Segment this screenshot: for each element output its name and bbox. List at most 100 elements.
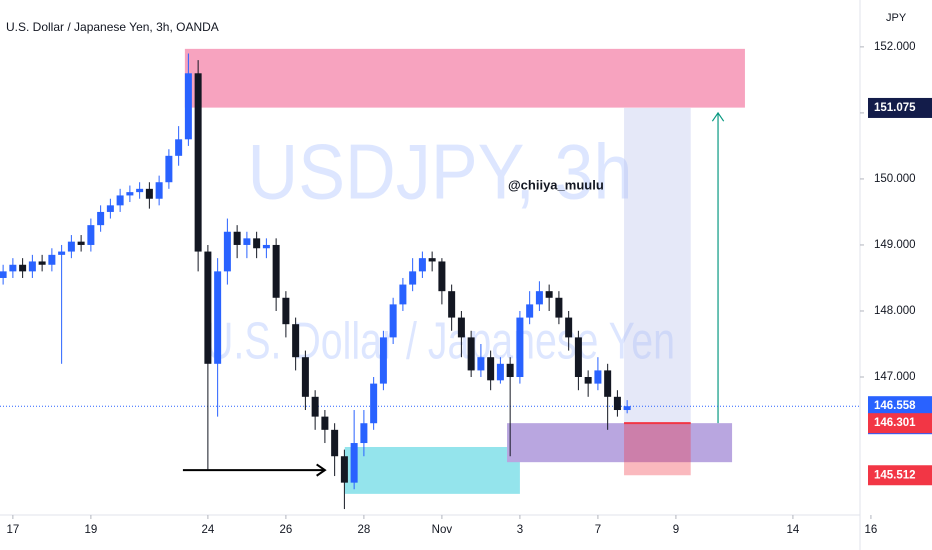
candle-body [253, 238, 261, 249]
candle-body [58, 251, 66, 255]
candle-body [360, 423, 368, 444]
candle-body [370, 383, 378, 424]
price-label: 146.558 [874, 400, 916, 412]
chart-title: U.S. Dollar / Japanese Yen, 3h, OANDA [6, 20, 219, 34]
candle-body [175, 139, 183, 156]
arrow-head [711, 111, 725, 122]
y-tick-label: 147.000 [874, 371, 916, 383]
candle-body [496, 363, 504, 381]
candle-body [428, 258, 436, 262]
candle-body [535, 291, 543, 305]
candle-body [67, 241, 75, 252]
zone [344, 446, 520, 494]
candle-body [311, 396, 319, 417]
candle-body [399, 284, 407, 305]
candle-body [545, 291, 553, 298]
watermark: U.S. Dollar / Japanese Yen [205, 313, 675, 371]
x-tick-label: 9 [673, 524, 679, 536]
candle-body [457, 317, 465, 338]
candle-body [477, 357, 485, 371]
unit-label: JPY [886, 12, 907, 24]
price-label: 145.512 [874, 469, 916, 481]
y-tick-label: 148.000 [874, 305, 916, 317]
x-tick-label: 7 [595, 524, 601, 536]
candle-body [623, 406, 631, 411]
price-label: 151.075 [874, 102, 916, 114]
candle-body [272, 244, 280, 298]
candle-body [106, 205, 114, 212]
watermark: USDJPY, 3h [248, 128, 633, 216]
candle-body [97, 211, 105, 226]
candle-body [379, 337, 387, 384]
candle-body [340, 456, 348, 483]
y-tick-label: 149.000 [874, 239, 916, 251]
candle-body [184, 73, 192, 140]
annotation: @chiiya_muulu [508, 177, 604, 192]
candle-body [438, 261, 446, 292]
arrow [182, 463, 327, 477]
candle-body [389, 304, 397, 338]
x-tick-label: Nov [432, 524, 453, 536]
candle-body [301, 357, 309, 397]
candle-body [574, 337, 582, 378]
zone [624, 107, 691, 424]
title-bg [0, 18, 190, 38]
x-tick-label: 3 [517, 524, 523, 536]
candle-body [487, 357, 495, 381]
candle-body [194, 73, 202, 252]
candle-body [604, 370, 612, 397]
zone [184, 48, 745, 108]
zone [507, 423, 733, 463]
candle-body [321, 416, 329, 430]
candle-body [262, 244, 270, 249]
x-tick-label: 26 [279, 524, 292, 536]
x-tick-label: 19 [84, 524, 97, 536]
candle-body [516, 317, 524, 378]
candle-body [87, 225, 95, 245]
x-tick-label: 17 [6, 524, 19, 536]
candle-body [38, 261, 46, 265]
x-tick-label: 16 [865, 524, 878, 536]
candle-body [282, 297, 290, 325]
candle-body [565, 317, 573, 338]
candle-body [223, 231, 231, 272]
x-tick-label: 24 [201, 524, 214, 536]
candle-body [584, 377, 592, 384]
y-tick-label: 152.000 [874, 41, 916, 53]
x-tick-label: 28 [357, 524, 370, 536]
candle-body [409, 271, 417, 285]
price-label-bg [868, 465, 932, 486]
candle-body [350, 443, 358, 483]
candle-body [506, 363, 514, 378]
candle-body [48, 254, 56, 265]
candle-body [448, 291, 456, 318]
candle-body [155, 182, 163, 199]
x-tick-label: 14 [787, 524, 800, 536]
candle-body [292, 324, 300, 358]
zone [624, 423, 691, 476]
candle-body [126, 192, 134, 196]
candle-body [28, 261, 36, 272]
candle-body [9, 264, 17, 272]
candle-body [145, 188, 153, 199]
candle-body [136, 188, 144, 193]
candle-body [555, 297, 563, 318]
candle-body [418, 258, 426, 272]
arrow [711, 111, 725, 424]
candle-body [204, 251, 212, 364]
candle-body [467, 337, 475, 371]
candle-body [613, 396, 621, 411]
price-label: 146.301 [874, 417, 916, 429]
candle-body [526, 304, 534, 318]
price-label-bg [868, 97, 932, 118]
price-label-bg [868, 413, 932, 434]
arrow-head [316, 463, 327, 477]
candle-body [594, 370, 602, 384]
candle-body [0, 271, 7, 278]
candle-body [233, 231, 241, 245]
time-axis-bg [0, 515, 860, 550]
candle-body [331, 429, 339, 457]
candle-body [116, 195, 124, 206]
candle-body [165, 155, 173, 183]
